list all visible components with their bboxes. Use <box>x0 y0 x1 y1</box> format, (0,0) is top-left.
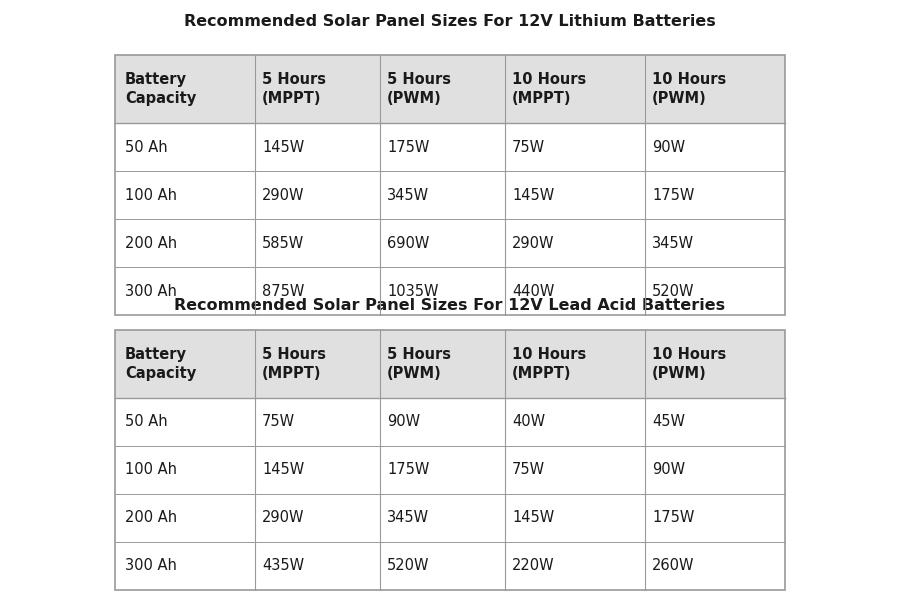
Text: 100 Ah: 100 Ah <box>125 463 177 478</box>
Text: 10 Hours
(PWM): 10 Hours (PWM) <box>652 347 726 381</box>
Bar <box>115 330 785 590</box>
Bar <box>115 446 785 494</box>
Text: 75W: 75W <box>262 415 295 430</box>
Text: 5 Hours
(MPPT): 5 Hours (MPPT) <box>262 72 326 106</box>
Text: 145W: 145W <box>512 187 554 202</box>
Text: 875W: 875W <box>262 283 304 298</box>
Text: 90W: 90W <box>652 463 685 478</box>
Text: 200 Ah: 200 Ah <box>125 235 177 251</box>
Text: 520W: 520W <box>652 283 695 298</box>
Text: 290W: 290W <box>262 511 304 526</box>
Text: 520W: 520W <box>387 559 429 574</box>
Text: 145W: 145W <box>262 139 304 154</box>
Text: 90W: 90W <box>387 415 420 430</box>
Bar <box>115 171 785 219</box>
Text: Battery
Capacity: Battery Capacity <box>125 347 196 381</box>
Text: 50 Ah: 50 Ah <box>125 139 167 154</box>
Text: 175W: 175W <box>387 463 429 478</box>
Text: 200 Ah: 200 Ah <box>125 511 177 526</box>
Text: 345W: 345W <box>387 187 429 202</box>
Text: 10 Hours
(PWM): 10 Hours (PWM) <box>652 72 726 106</box>
Text: 175W: 175W <box>387 139 429 154</box>
Text: 440W: 440W <box>512 283 554 298</box>
Text: Recommended Solar Panel Sizes For 12V Lithium Batteries: Recommended Solar Panel Sizes For 12V Li… <box>184 14 716 29</box>
Text: 145W: 145W <box>512 511 554 526</box>
Text: 345W: 345W <box>652 235 694 251</box>
Bar <box>115 55 785 123</box>
Text: 1035W: 1035W <box>387 283 438 298</box>
Text: 300 Ah: 300 Ah <box>125 283 177 298</box>
Text: 260W: 260W <box>652 559 695 574</box>
Text: 100 Ah: 100 Ah <box>125 187 177 202</box>
Text: 175W: 175W <box>652 511 695 526</box>
Text: 75W: 75W <box>512 139 545 154</box>
Bar <box>115 542 785 590</box>
Text: 5 Hours
(MPPT): 5 Hours (MPPT) <box>262 347 326 381</box>
Text: 300 Ah: 300 Ah <box>125 559 177 574</box>
Bar <box>115 494 785 542</box>
Text: 90W: 90W <box>652 139 685 154</box>
Text: 290W: 290W <box>512 235 554 251</box>
Text: 45W: 45W <box>652 415 685 430</box>
Bar <box>115 55 785 315</box>
Text: 345W: 345W <box>387 511 429 526</box>
Bar <box>115 123 785 171</box>
Text: 10 Hours
(MPPT): 10 Hours (MPPT) <box>512 72 586 106</box>
Text: 75W: 75W <box>512 463 545 478</box>
Text: 220W: 220W <box>512 559 554 574</box>
Bar <box>115 267 785 315</box>
Text: Recommended Solar Panel Sizes For 12V Lead Acid Batteries: Recommended Solar Panel Sizes For 12V Le… <box>175 298 725 313</box>
Bar <box>115 398 785 446</box>
Text: Battery
Capacity: Battery Capacity <box>125 72 196 106</box>
Text: 585W: 585W <box>262 235 304 251</box>
Text: 435W: 435W <box>262 559 304 574</box>
Text: 690W: 690W <box>387 235 429 251</box>
Text: 290W: 290W <box>262 187 304 202</box>
Bar <box>115 330 785 398</box>
Text: 175W: 175W <box>652 187 695 202</box>
Bar <box>115 219 785 267</box>
Text: 145W: 145W <box>262 463 304 478</box>
Text: 10 Hours
(MPPT): 10 Hours (MPPT) <box>512 347 586 381</box>
Text: 40W: 40W <box>512 415 545 430</box>
Text: 50 Ah: 50 Ah <box>125 415 167 430</box>
Text: 5 Hours
(PWM): 5 Hours (PWM) <box>387 347 451 381</box>
Text: 5 Hours
(PWM): 5 Hours (PWM) <box>387 72 451 106</box>
